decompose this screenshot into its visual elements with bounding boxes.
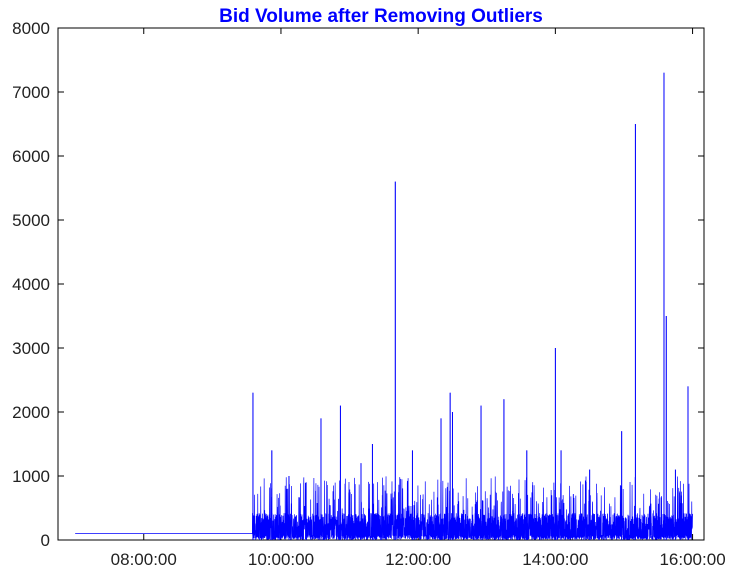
y-tick-label: 1000 (12, 467, 50, 486)
y-tick-label: 0 (41, 531, 50, 550)
series-layer (75, 72, 693, 541)
x-tick-label: 16:00:00 (659, 550, 725, 569)
y-tick-label: 2000 (12, 403, 50, 422)
y-tick-label: 4000 (12, 275, 50, 294)
y-tick-label: 5000 (12, 211, 50, 230)
y-tick-label: 6000 (12, 147, 50, 166)
y-tick-label: 8000 (12, 19, 50, 38)
x-tick-label: 08:00:00 (111, 550, 177, 569)
x-tick-label: 14:00:00 (522, 550, 588, 569)
series-line (75, 72, 693, 541)
x-tick-label: 10:00:00 (248, 550, 314, 569)
chart-title: Bid Volume after Removing Outliers (219, 6, 543, 27)
x-tick-label: 12:00:00 (385, 550, 451, 569)
axis-ticks: 0 1000 2000 3000 4000 5000 6000 7000 8000 08:00:0… (12, 19, 725, 569)
y-tick-label: 7000 (12, 83, 50, 102)
plot-frame (57, 27, 705, 541)
y-tick-label: 3000 (12, 339, 50, 358)
